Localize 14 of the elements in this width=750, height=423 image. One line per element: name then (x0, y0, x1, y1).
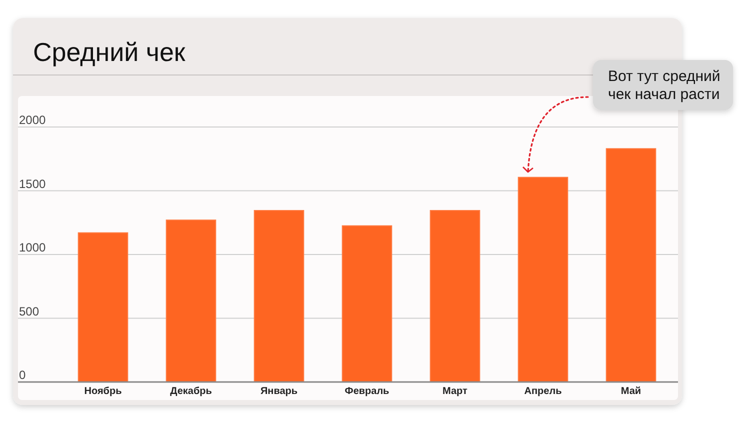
y-tick-label: 0 (19, 368, 26, 382)
y-tick-label: 500 (19, 304, 40, 318)
chart-title: Средний чек (33, 37, 186, 67)
text: Вот тут средний чек начал расти (608, 68, 720, 103)
y-tick-label: 2000 (19, 113, 46, 127)
x-tick-label: Май (620, 386, 642, 397)
y-tick-label: 1500 (19, 176, 46, 191)
x-tick-label: Апрель (524, 386, 562, 397)
x-tick-label: Январь (260, 386, 298, 397)
x-tick-label: Март (442, 386, 468, 397)
y-tick-label: 1000 (19, 240, 46, 254)
x-tick-label: Ноябрь (84, 386, 122, 397)
x-tick-label: Декабрь (170, 386, 212, 397)
x-tick-label: Февраль (344, 386, 390, 397)
